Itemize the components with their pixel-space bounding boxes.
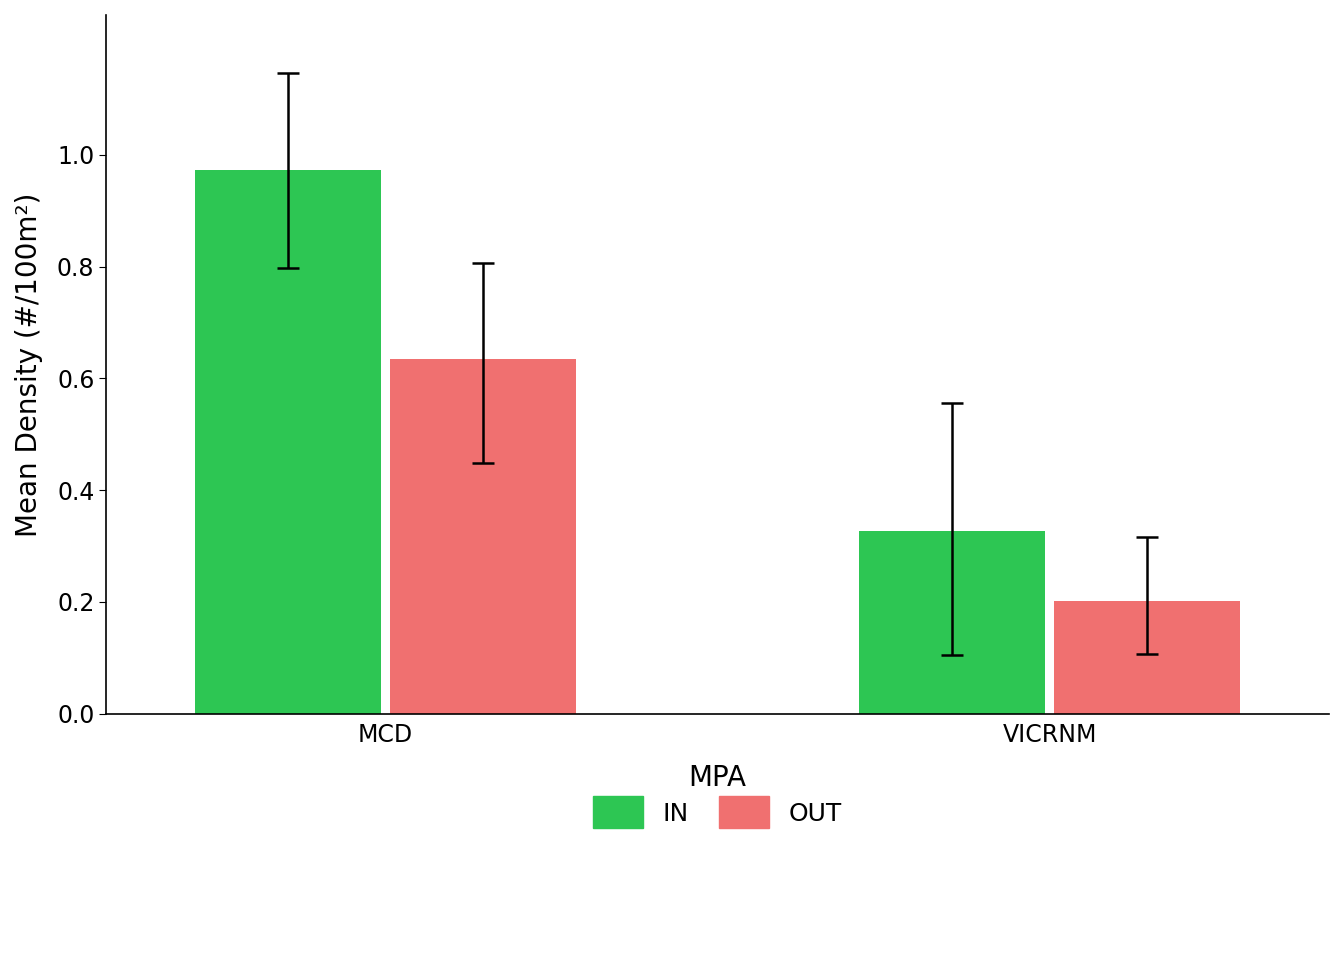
X-axis label: MPA: MPA [688, 764, 747, 792]
Bar [1054, 601, 1241, 713]
Bar [390, 359, 575, 713]
Y-axis label: Mean Density (#/100m²): Mean Density (#/100m²) [15, 192, 43, 537]
Bar [195, 170, 380, 713]
Legend: IN, OUT: IN, OUT [581, 783, 855, 841]
Bar [859, 531, 1046, 713]
